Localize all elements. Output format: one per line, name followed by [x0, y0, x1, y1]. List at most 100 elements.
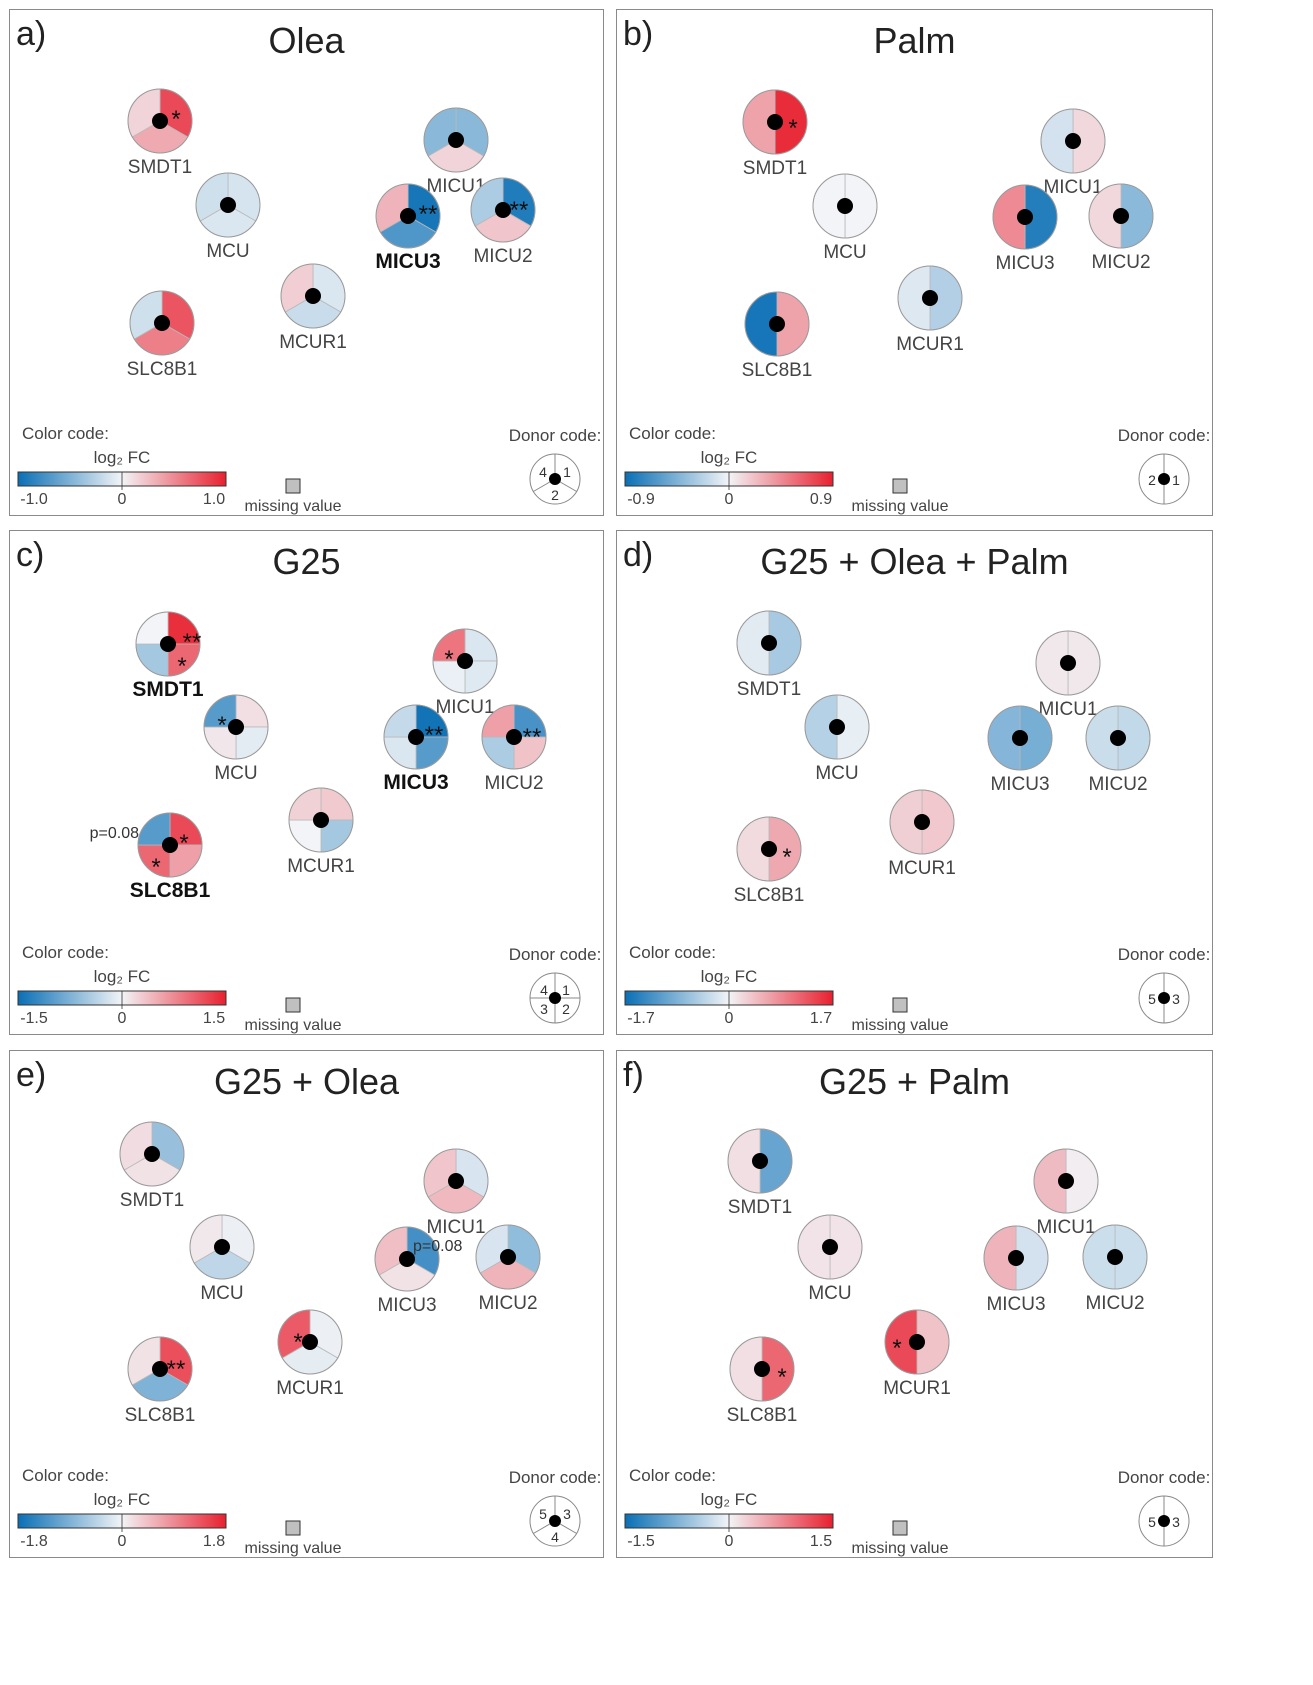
- donor-number: 4: [539, 464, 547, 480]
- gene-label: MICU2: [1091, 252, 1150, 273]
- glyph-center-dot: [767, 114, 783, 130]
- gene-label: MICU2: [1088, 774, 1147, 795]
- p-value-label: p=0.08: [90, 825, 139, 842]
- panel-letter: d): [623, 536, 654, 574]
- scale-label: log₂ FC: [94, 448, 151, 467]
- missing-value-swatch: [892, 1520, 908, 1536]
- significance-marker: *: [293, 1329, 302, 1356]
- glyph-outline: [288, 787, 354, 853]
- gene-glyph-micu2: MICU2: [1085, 705, 1151, 795]
- gene-label: MICU3: [375, 250, 440, 273]
- missing-value-swatch: [285, 1520, 301, 1536]
- color-code-label: Color code:: [22, 424, 109, 443]
- scale-mid-label: 0: [725, 1533, 734, 1550]
- color-code-label: Color code:: [629, 943, 716, 962]
- gene-label: SMDT1: [128, 157, 192, 178]
- glyph-outline: [987, 705, 1053, 771]
- glyph-center-dot: [837, 198, 853, 214]
- glyph-outline: [135, 611, 201, 677]
- glyph-outline: [280, 263, 346, 329]
- gene-glyph-micu1: MICU1: [1040, 108, 1106, 198]
- gene-glyph-mcur1: MCUR1: [888, 789, 956, 879]
- color-code-label: Color code:: [629, 424, 716, 443]
- gene-label: MICU3: [990, 774, 1049, 795]
- donor-code-glyph: 1 23 4: [529, 972, 581, 1024]
- glyph-outline: [1035, 630, 1101, 696]
- glyph-center-dot: [448, 132, 464, 148]
- donor-code-label: Donor code:: [509, 426, 602, 445]
- scale-mid-label: 0: [118, 1533, 127, 1550]
- p-value-label: p=0.08: [413, 1238, 462, 1255]
- gene-glyph-mcur1: MCUR1: [276, 1309, 344, 1399]
- gene-glyph-micu2: MICU2: [1082, 1224, 1148, 1314]
- glyph-center-dot: [162, 837, 178, 853]
- donor-number: 4: [551, 1529, 559, 1545]
- glyph-center-dot: [1060, 655, 1076, 671]
- gene-glyph-smdt1: SMDT1: [742, 89, 808, 179]
- donor-code-label: Donor code:: [509, 945, 602, 964]
- gene-label: SLC8B1: [125, 1405, 196, 1426]
- gene-label: SMDT1: [120, 1190, 184, 1211]
- significance-marker: *: [777, 1364, 786, 1391]
- donor-center-dot: [549, 473, 561, 485]
- gene-label: SLC8B1: [742, 360, 813, 381]
- gene-label: MICU1: [435, 697, 494, 718]
- gene-label: MICU1: [1038, 699, 1097, 720]
- significance-marker: *: [444, 646, 453, 673]
- panel-plot: SMDT1 MCU SLC8B1 MCUR1 MICU1 MICU3 MICU2 * Color…: [624, 610, 1210, 1034]
- panel-letter: b): [623, 15, 654, 53]
- gene-glyph-slc8b1: SLC8B1: [734, 816, 804, 906]
- gene-label: MICU3: [986, 1294, 1045, 1315]
- gene-glyph-micu3: MICU3: [992, 184, 1058, 274]
- donor-center-dot: [549, 992, 561, 1004]
- glyph-center-dot: [305, 288, 321, 304]
- color-code-label: Color code:: [22, 1466, 109, 1485]
- missing-value-label: missing value: [245, 1017, 342, 1034]
- significance-marker: *: [788, 115, 797, 142]
- gene-glyph-micu3: MICU3: [374, 1226, 440, 1316]
- significance-marker: *: [177, 653, 186, 680]
- significance-marker: *: [171, 106, 180, 133]
- donor-number: 2: [1148, 472, 1156, 488]
- gene-label: MCUR1: [896, 334, 964, 355]
- gene-glyph-smdt1: SMDT1: [127, 88, 193, 178]
- donor-number: 5: [1148, 1514, 1156, 1530]
- gene-label: SMDT1: [728, 1197, 792, 1218]
- scale-max-label: 1.5: [203, 1010, 225, 1027]
- glyph-center-dot: [160, 636, 176, 652]
- gene-label: SLC8B1: [727, 1405, 798, 1426]
- gene-label: MCUR1: [279, 332, 347, 353]
- panel-g25-olea-palm: d) G25 + Olea + Palm SMDT1 MCU SLC8B1 MCUR1…: [616, 530, 1213, 1035]
- scale-label: log₂ FC: [701, 1490, 758, 1509]
- missing-value-swatch: [892, 478, 908, 494]
- gene-glyph-micu2: MICU2: [481, 704, 547, 794]
- scale-label: log₂ FC: [701, 448, 758, 467]
- gene-glyph-mcu: MCU: [812, 173, 878, 263]
- gene-glyph-slc8b1: SLC8B1: [742, 291, 813, 381]
- glyph-center-dot: [1065, 133, 1081, 149]
- donor-number: 2: [562, 1001, 570, 1017]
- scale-label: log₂ FC: [94, 1490, 151, 1509]
- gene-label: SLC8B1: [127, 359, 198, 380]
- gene-glyph-slc8b1: SLC8B1: [727, 1336, 798, 1426]
- gene-glyph-micu3: MICU3: [383, 704, 449, 794]
- gene-label: MCU: [214, 763, 257, 784]
- significance-marker: **: [523, 724, 542, 751]
- panel-title: G25 + Palm: [818, 1061, 1011, 1102]
- donor-number: 2: [551, 487, 559, 503]
- glyph-center-dot: [506, 729, 522, 745]
- color-code-label: Color code:: [22, 943, 109, 962]
- gene-glyph-mcu: MCU: [203, 694, 269, 784]
- panel-title: G25: [272, 541, 341, 582]
- glyph-center-dot: [1113, 208, 1129, 224]
- donor-code-glyph: 35: [1138, 1495, 1190, 1547]
- gene-glyph-micu1: MICU1: [432, 628, 498, 718]
- glyph-center-dot: [154, 315, 170, 331]
- gene-glyph-smdt1: SMDT1: [736, 610, 802, 700]
- gene-glyph-mcur1: MCUR1: [279, 263, 347, 353]
- gene-glyph-micu1: MICU1: [423, 107, 489, 197]
- gene-label: SMDT1: [743, 158, 807, 179]
- scale-mid-label: 0: [118, 1010, 127, 1027]
